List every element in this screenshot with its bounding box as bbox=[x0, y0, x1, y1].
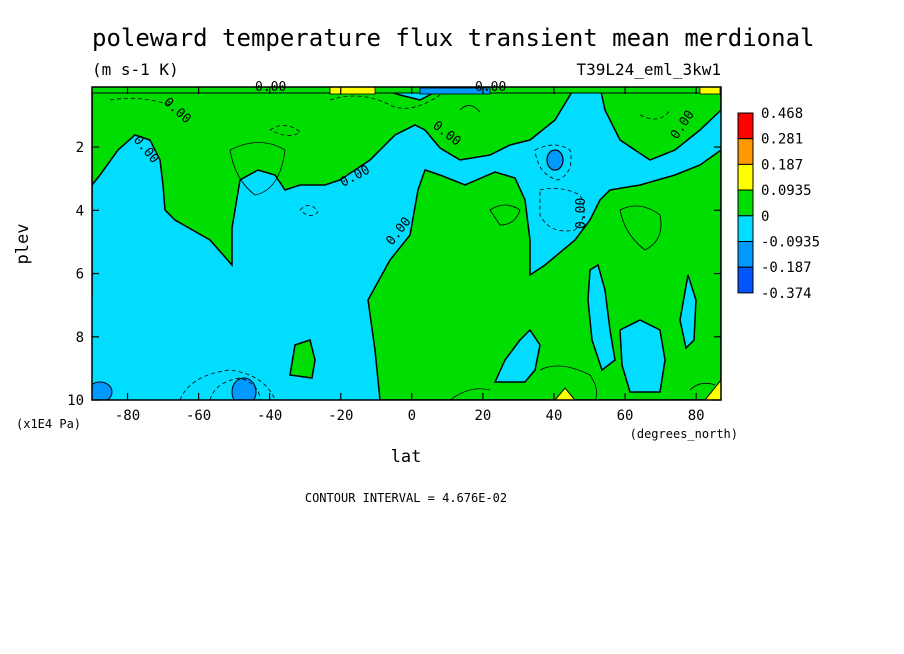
legend-label: 0.281 bbox=[761, 132, 803, 148]
y-axis: 2 4 6 8 10 bbox=[67, 140, 721, 409]
y-tick-label: 8 bbox=[76, 330, 84, 346]
legend-swatch bbox=[737, 163, 754, 191]
negative-pocket-pole bbox=[679, 274, 697, 350]
experiment-label: T39L24_eml_3kw1 bbox=[577, 60, 722, 79]
y-tick-label: 4 bbox=[76, 203, 84, 219]
plot-frame bbox=[91, 86, 722, 401]
x-tick-label: -20 bbox=[328, 408, 353, 424]
legend-swatch bbox=[737, 112, 754, 140]
legend-swatch bbox=[737, 189, 754, 217]
negative-pocket-east bbox=[587, 263, 616, 372]
legend-label: 0.0935 bbox=[761, 183, 812, 199]
top-core-1 bbox=[329, 87, 376, 95]
x-tick-label: -60 bbox=[186, 408, 211, 424]
color-legend: 0.468 0.281 0.187 0.0935 0 -0.0935 -0.187 -0.37… bbox=[737, 106, 820, 302]
y-tick-label: 6 bbox=[76, 267, 84, 283]
legend-label: 0.468 bbox=[761, 106, 803, 122]
x-tick-label: -40 bbox=[257, 408, 282, 424]
y-axis-unit: (x1E4 Pa) bbox=[16, 417, 81, 431]
x-axis: -80 -60 -40 -20 0 20 40 60 80 bbox=[115, 87, 705, 424]
top-core-3 bbox=[699, 87, 721, 95]
x-tick-label: 60 bbox=[617, 408, 634, 424]
positive-region-east-top bbox=[599, 87, 721, 161]
legend-swatch bbox=[737, 241, 754, 268]
legend-label: -0.187 bbox=[761, 260, 812, 276]
contour-field bbox=[92, 87, 721, 400]
contour-label: 0.00 bbox=[574, 198, 589, 229]
legend-swatch bbox=[737, 266, 754, 294]
y-tick-label: 2 bbox=[76, 140, 84, 156]
legend-label: -0.0935 bbox=[761, 235, 820, 251]
x-axis-unit: (degrees_north) bbox=[630, 427, 738, 441]
strong-negative-core-3 bbox=[546, 149, 564, 171]
contour-interval-note: CONTOUR INTERVAL = 4.676E-02 bbox=[305, 491, 507, 505]
strong-positive-core-2 bbox=[554, 387, 576, 400]
y-tick-label: 10 bbox=[67, 393, 84, 409]
legend-label: 0.187 bbox=[761, 157, 803, 173]
x-tick-label: 20 bbox=[474, 408, 491, 424]
negative-pocket-mid bbox=[493, 328, 541, 383]
contour-lines bbox=[109, 94, 716, 400]
y-axis-label: plev bbox=[13, 224, 33, 265]
x-tick-label: 40 bbox=[546, 408, 563, 424]
top-core-2 bbox=[419, 87, 491, 95]
legend-swatch bbox=[737, 215, 754, 243]
units-label: (m s-1 K) bbox=[92, 60, 179, 79]
strong-negative-core-1 bbox=[231, 377, 257, 400]
strong-positive-core-1 bbox=[704, 379, 721, 400]
legend-swatch bbox=[737, 138, 754, 165]
top-band bbox=[92, 87, 721, 94]
negative-pocket-east2 bbox=[619, 319, 666, 393]
strong-negative-core-2 bbox=[92, 381, 113, 400]
positive-region-small bbox=[289, 339, 316, 379]
positive-region-south-west bbox=[92, 87, 576, 295]
x-axis-label: lat bbox=[391, 447, 422, 467]
legend-label: 0 bbox=[761, 209, 769, 225]
chart-title: poleward temperature flux transient mean… bbox=[92, 24, 814, 52]
x-tick-label: 0 bbox=[408, 408, 416, 424]
legend-label: -0.374 bbox=[761, 286, 812, 302]
x-tick-label: -80 bbox=[115, 408, 140, 424]
x-tick-label: 80 bbox=[688, 408, 705, 424]
